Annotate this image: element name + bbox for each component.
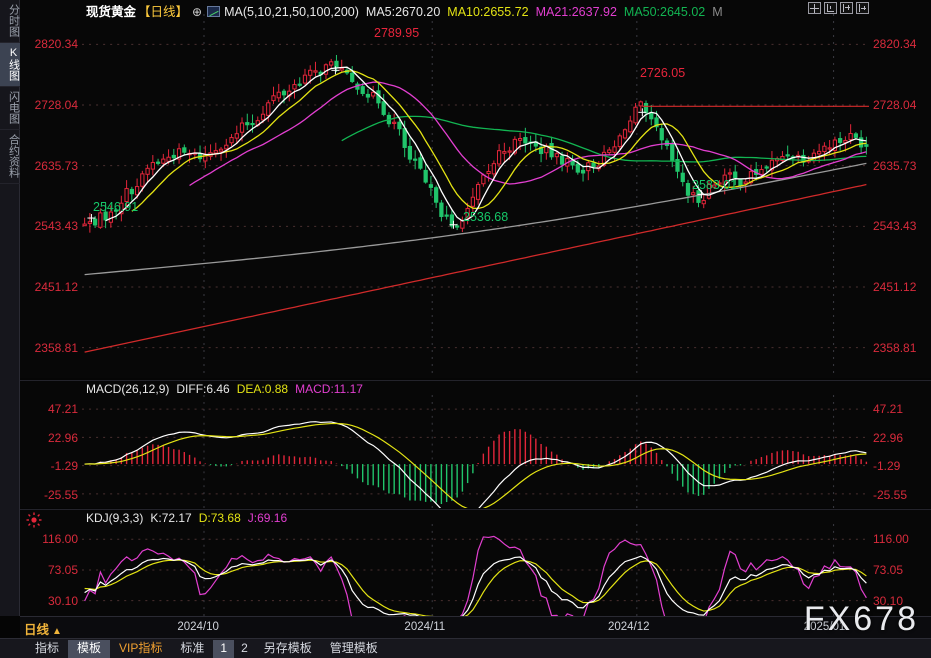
pane-price-right-tick-3: 2543.43 (873, 219, 917, 234)
kdj-value-1: D:73.68 (198, 512, 241, 525)
pane-macd-right-tick-0: 47.21 (873, 402, 904, 417)
kdj-title: KDJ(9,3,3) (86, 512, 144, 525)
price-pane[interactable]: 现货黄金 【日线】 ⊕ MA(5,10,21,50,100,200) MA5:2670.… (20, 0, 931, 378)
macd-plot-area[interactable] (82, 395, 869, 508)
pane-kdj-right-tick-0: 116.00 (873, 532, 909, 547)
pane-macd-left-tick-0: 47.21 (47, 402, 78, 417)
pane-price-right-tick-2: 2635.73 (873, 158, 917, 173)
toolbar-manage-template[interactable]: 管理模板 (329, 640, 378, 655)
pane-macd-left-tick-3: -25.55 (43, 487, 78, 502)
bottom-toolbar: 指标 模板 VIP指标 标准 1 2 另存模板 管理模板 (0, 638, 931, 658)
crosshair-circle-icon[interactable]: ⊕ (192, 5, 203, 19)
ma-value-1: MA10:2655.72 (447, 5, 529, 19)
pane-price-left-tick-4: 2451.12 (34, 279, 78, 294)
window-buttons (808, 2, 869, 14)
sidebar-tab-rail: 分时图 K线图 闪电图 合约资料 (0, 0, 20, 616)
pane-macd-right-tick-1: 22.96 (873, 430, 904, 445)
price-axis-left: 2820.34 2728.04 2635.73 2543.43 2451.12 2358.… (20, 0, 82, 378)
ma-params-label: MA(5,10,21,50,100,200) (224, 5, 359, 19)
pane-macd-left-tick-1: 22.96 (47, 430, 78, 445)
macd-title: MACD(26,12,9) (86, 383, 170, 396)
kdj-value-2: J:69.16 (247, 512, 288, 525)
pane-price-left-tick-3: 2543.43 (34, 219, 78, 234)
watermark: FX678 (803, 600, 919, 638)
pane-price-left-tick-0: 2820.34 (34, 37, 78, 52)
sidebar-tab-timeshare[interactable]: 分时图 (0, 0, 20, 43)
symbol-name: 现货黄金 (86, 5, 137, 19)
ma-values-group: MA5:2670.20 MA10:2655.72 MA21:2637.92 MA50:… (366, 5, 730, 19)
kdj-plot-area[interactable] (82, 524, 869, 616)
pane-kdj-right-tick-2: 30.10 (873, 594, 904, 609)
pane-kdj-right-tick-1: 73.05 (873, 563, 904, 578)
price-plot-area[interactable] (82, 14, 869, 378)
pane-kdj-left-tick-2: 30.10 (47, 594, 78, 609)
fit-crosshair-icon[interactable] (808, 2, 821, 14)
pane-price-right-tick-0: 2820.34 (873, 37, 917, 52)
pane-kdj-left-tick-0: 116.00 (42, 532, 78, 547)
toolbar-save-template[interactable]: 另存模板 (263, 640, 312, 655)
scale-y-icon[interactable] (824, 2, 837, 14)
ma-value-4: M (712, 5, 723, 19)
macd-values-group: DIFF:6.46 DEA:0.88 MACD:11.17 (176, 383, 370, 396)
macd-value-0: DIFF:6.46 (176, 383, 230, 396)
macd-value-1: DEA:0.88 (236, 383, 289, 396)
ma-value-0: MA5:2670.20 (365, 5, 441, 19)
toolbar-indicators[interactable]: 指标 (35, 640, 60, 655)
toolbar-template[interactable]: 模板 (68, 639, 111, 658)
period-arrow: ▲ (52, 626, 62, 637)
kdj-pane[interactable]: KDJ(9,3,3) K:72.17 D:73.68 J:69.16 116.00 73… (20, 509, 931, 616)
date-tick-1: 2024/11 (404, 621, 446, 633)
date-tick-0: 2024/10 (177, 621, 219, 633)
pane-price-right-tick-4: 2451.12 (873, 279, 917, 294)
pane-price-right-tick-1: 2728.04 (873, 97, 917, 112)
pane-price-left-tick-1: 2728.04 (34, 97, 78, 112)
price-axis-right: 2820.34 2728.04 2635.73 2543.43 2451.12 2358.… (869, 0, 931, 378)
sidebar-tab-contract-info[interactable]: 合约资料 (0, 130, 20, 184)
macd-axis-right: 47.21 22.96 -1.29 -25.55 (869, 381, 931, 508)
date-tick-3: 2025/01 (803, 621, 846, 633)
toolbar-vip-indicators[interactable]: VIP指标 (119, 640, 163, 655)
toolbar-page-1[interactable]: 1 (213, 639, 235, 658)
sidebar-tab-kline[interactable]: K线图 (0, 43, 20, 87)
price-pane-header: 现货黄金 【日线】 ⊕ MA(5,10,21,50,100,200) MA5:2670.… (86, 1, 730, 19)
kdj-axis-left: 116.00 73.05 30.10 (20, 510, 82, 616)
toolbar-standard[interactable]: 标准 (180, 640, 205, 655)
macd-axis-left: 47.21 22.96 -1.29 -25.55 (20, 381, 82, 508)
line-chart-icon[interactable] (207, 6, 221, 17)
pane-price-left-tick-2: 2635.73 (34, 158, 78, 173)
red-burst-icon[interactable] (26, 512, 42, 528)
kdj-value-0: K:72.17 (150, 512, 192, 525)
pane-kdj-left-tick-1: 73.05 (47, 563, 78, 578)
macd-value-2: MACD:11.17 (295, 383, 363, 396)
jump-right-icon[interactable] (856, 2, 869, 14)
sidebar-tab-lightning[interactable]: 闪电图 (0, 87, 20, 130)
pane-macd-right-tick-2: -1.29 (873, 459, 901, 474)
date-tick-2: 2024/12 (608, 621, 650, 633)
kdj-pane-header: KDJ(9,3,3) K:72.17 D:73.68 J:69.16 (86, 512, 871, 526)
period-tag: 【日线】 (138, 5, 189, 19)
date-axis: 2024/10 2024/11 2024/12 2025/01 (20, 616, 931, 638)
period-button[interactable]: 日线 ▲ (24, 619, 62, 638)
period-label: 日线 (24, 623, 50, 637)
ma-value-2: MA21:2637.92 (535, 5, 617, 19)
macd-pane-header: MACD(26,12,9) DIFF:6.46 DEA:0.88 MACD:11.17 (86, 383, 871, 397)
chart-stack: 现货黄金 【日线】 ⊕ MA(5,10,21,50,100,200) MA5:2670.… (20, 0, 931, 616)
pane-macd-right-tick-3: -25.55 (873, 487, 908, 502)
toolbar-page-2[interactable]: 2 (241, 640, 248, 655)
ma-value-3: MA50:2645.02 (623, 5, 706, 19)
scale-x-icon[interactable] (840, 2, 853, 14)
kdj-axis-right: 116.00 73.05 30.10 (869, 510, 931, 616)
pane-macd-left-tick-2: -1.29 (50, 459, 78, 474)
pane-price-left-tick-5: 2358.81 (34, 340, 78, 355)
pane-price-right-tick-5: 2358.81 (873, 340, 917, 355)
macd-pane[interactable]: MACD(26,12,9) DIFF:6.46 DEA:0.88 MACD:11.17… (20, 380, 931, 508)
kdj-values-group: K:72.17 D:73.68 J:69.16 (150, 512, 294, 525)
